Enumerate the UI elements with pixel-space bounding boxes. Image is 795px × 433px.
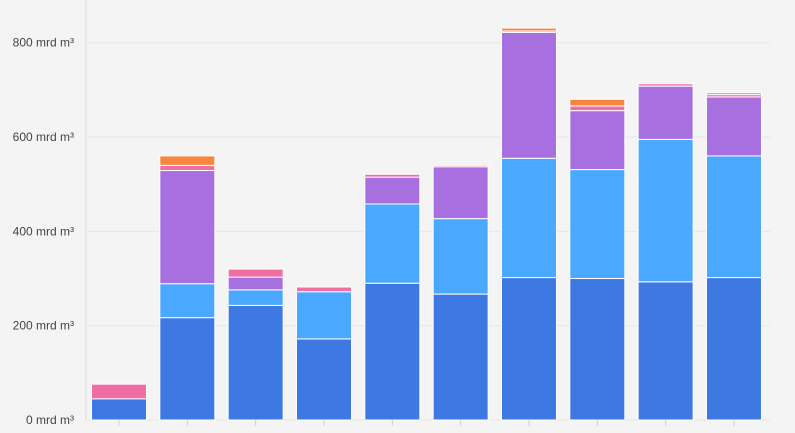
y-tick-label: 600 mrd m³ (13, 130, 74, 144)
bar-segment[interactable] (295, 291, 352, 340)
bar-segment[interactable] (569, 98, 626, 107)
bar-segment[interactable] (705, 92, 762, 96)
bar-segment[interactable] (364, 282, 421, 421)
bar-stack (91, 383, 147, 421)
bar-stack (295, 286, 352, 421)
bar-stack (705, 92, 762, 421)
bar-segment[interactable] (500, 27, 557, 32)
bar-segment[interactable] (91, 383, 147, 400)
y-tick-label: 400 mrd m³ (13, 224, 74, 238)
bar-segment[interactable] (432, 218, 489, 295)
bar-segment[interactable] (227, 289, 284, 306)
y-tick-label: 800 mrd m³ (13, 36, 74, 50)
y-tick-label: 0 mrd m³ (26, 413, 74, 427)
bar-segment[interactable] (364, 203, 421, 284)
y-axis-labels: 0 mrd m³ 200 mrd m³ 400 mrd m³ 600 mrd m³ 80… (13, 36, 74, 427)
bar-segment[interactable] (637, 138, 694, 283)
bar-stack (159, 155, 216, 421)
bar-segment[interactable] (227, 268, 284, 278)
bar-stack (364, 173, 421, 421)
bar-segment[interactable] (569, 169, 626, 280)
y-tick-label: 200 mrd m³ (13, 319, 74, 333)
bar-segment[interactable] (364, 173, 421, 178)
bar-segment[interactable] (500, 31, 557, 159)
bar-segment[interactable] (159, 170, 216, 285)
bar-segment[interactable] (569, 110, 626, 171)
bar-segment[interactable] (159, 155, 216, 166)
bar-stack (227, 268, 284, 421)
bar-segment[interactable] (364, 176, 421, 205)
bar-segment[interactable] (159, 164, 216, 172)
bar-segment[interactable] (705, 277, 762, 421)
bar-segment[interactable] (569, 278, 626, 421)
bar-segment[interactable] (637, 83, 694, 87)
bar-segment[interactable] (295, 338, 352, 421)
bar-segment[interactable] (705, 155, 762, 279)
bar-segment[interactable] (432, 166, 489, 220)
bar-segment[interactable] (159, 317, 216, 421)
bar-segment[interactable] (500, 277, 557, 421)
bar-stack (569, 98, 626, 421)
bar-segment[interactable] (159, 283, 216, 319)
bar-stack (432, 164, 489, 421)
bar-segment[interactable] (91, 398, 147, 421)
bar-segment[interactable] (432, 164, 489, 168)
bar-segment[interactable] (227, 304, 284, 421)
bar-stack (637, 83, 694, 421)
x-axis (118, 420, 735, 426)
bar-segment[interactable] (705, 96, 762, 157)
bar-segment[interactable] (637, 281, 694, 421)
bar-stack (500, 27, 557, 421)
bar-segment[interactable] (432, 293, 489, 421)
bar-segment[interactable] (295, 286, 352, 293)
bars (91, 27, 762, 421)
bar-segment[interactable] (637, 85, 694, 140)
bar-segment[interactable] (227, 276, 284, 291)
bar-segment[interactable] (569, 105, 626, 112)
bar-segment[interactable] (500, 157, 557, 279)
